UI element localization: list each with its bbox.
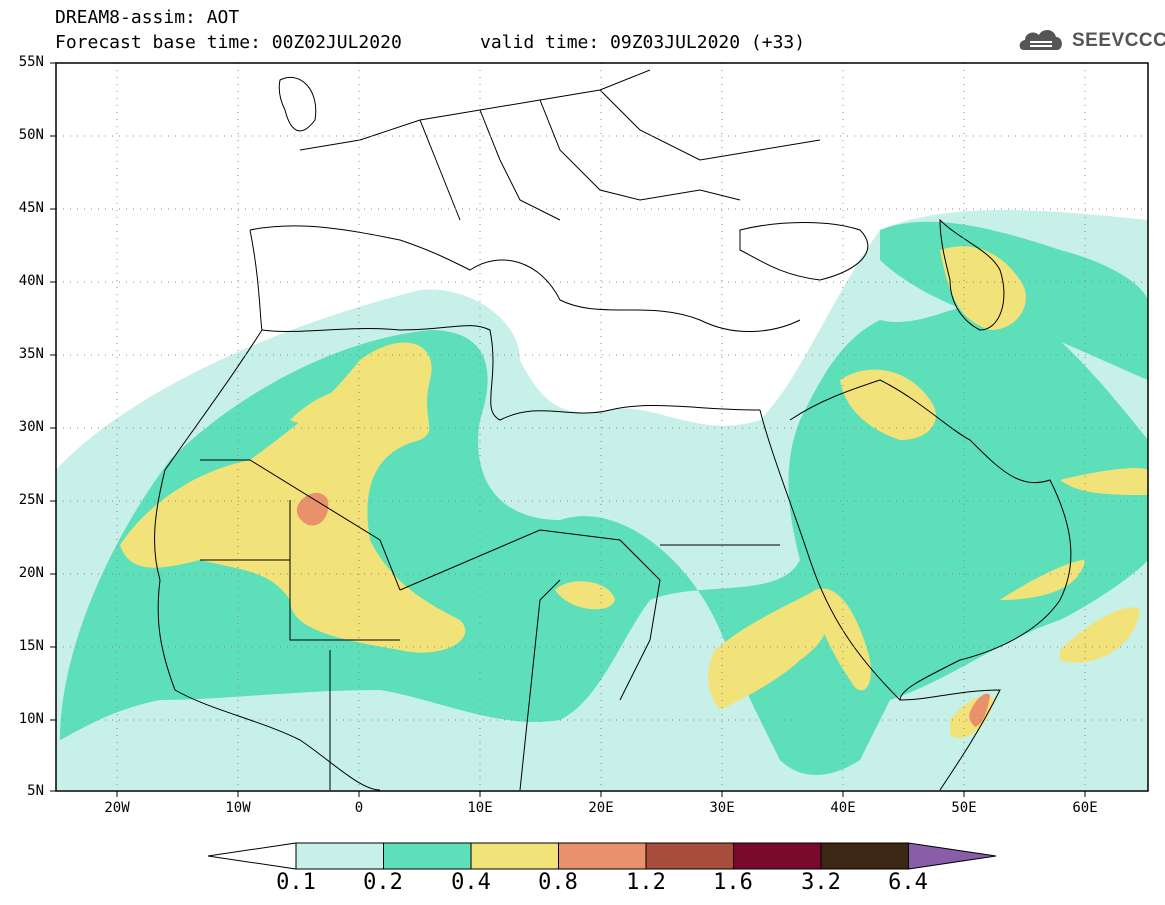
lat-label-50n: 50N <box>18 127 44 143</box>
colorbar-swatch-6 <box>820 842 909 870</box>
aot-band-0.4h <box>1000 560 1085 600</box>
coastline-europe <box>249 225 801 332</box>
colorbar-label-6: 3.2 <box>801 870 841 895</box>
coastline-black-sea <box>739 222 869 281</box>
lon-label-50e: 50E <box>951 800 977 816</box>
aot-band-0.4b <box>290 389 360 424</box>
colorbar-swatch-3 <box>558 842 647 870</box>
lon-label-10e: 10E <box>467 800 493 816</box>
aot-band-0.4c <box>555 581 615 610</box>
lat-label-10n: 10N <box>18 711 44 727</box>
lon-label-40e: 40E <box>830 800 856 816</box>
coastline-red-sea <box>759 409 1001 791</box>
colorbar-label-4: 1.2 <box>626 870 666 895</box>
lon-label-20e: 20E <box>588 800 614 816</box>
colorbar-label-3: 0.8 <box>538 870 578 895</box>
colorbar-label-7: 6.4 <box>888 870 928 895</box>
lat-label-25n: 25N <box>18 492 44 508</box>
valid-time: valid time: 09Z03JUL2020 (+33) <box>480 32 806 53</box>
lat-label-45n: 45N <box>18 200 44 216</box>
coastline-arabia <box>789 379 1072 701</box>
colorbar-swatch-5 <box>733 842 822 870</box>
colorbar-label-1: 0.2 <box>363 870 403 895</box>
aot-band-0.4g <box>940 246 1026 330</box>
lat-label-55n: 55N <box>18 54 44 70</box>
lat-label-15n: 15N <box>18 638 44 654</box>
forecast-base-time: Forecast base time: 00Z02JUL2020 <box>55 32 402 53</box>
aot-band-0.4e <box>815 588 871 691</box>
colorbar-swatch-1 <box>383 842 472 870</box>
border-europe <box>299 69 821 221</box>
axis-ticks <box>50 62 1086 797</box>
seevccc-logo: SEEVCCC <box>1072 30 1165 51</box>
colorbar-swatch-2 <box>470 842 559 870</box>
lon-label-30e: 30E <box>709 800 735 816</box>
map-frame <box>55 62 1149 792</box>
lat-label-40n: 40N <box>18 273 44 289</box>
coastline-north-africa <box>261 325 761 421</box>
aot-band-0.8b <box>969 693 990 727</box>
aot-band-0.4i <box>1060 607 1140 663</box>
colorbar-label-5: 1.6 <box>713 870 753 895</box>
colorbar <box>207 842 997 870</box>
lat-label-20n: 20N <box>18 565 44 581</box>
lat-label-35n: 35N <box>18 346 44 362</box>
lon-label-10w: 10W <box>225 800 251 816</box>
graticule <box>56 63 1148 790</box>
colorbar-label-2: 0.4 <box>451 870 491 895</box>
colorbar-label-0: 0.1 <box>276 870 316 895</box>
lon-label-60e: 60E <box>1072 800 1098 816</box>
lat-label-5n: 5N <box>27 783 44 799</box>
lat-label-30n: 30N <box>18 419 44 435</box>
aot-band-0.4d <box>708 590 830 710</box>
colorbar-swatch-0 <box>295 842 384 870</box>
aot-band-0.4k <box>1060 468 1148 495</box>
coastline-africa <box>154 329 381 791</box>
aot-band-0.4a <box>120 342 466 653</box>
colorbar-high-arrow <box>908 842 997 870</box>
lon-label-0: 0 <box>354 800 364 816</box>
colorbar-swatch-4 <box>645 842 734 870</box>
aot-band-0.4f <box>840 369 936 440</box>
title-line-1: DREAM8-assim: AOT <box>55 7 240 28</box>
aot-band-0.8a <box>296 492 329 526</box>
coastline-caspian <box>939 218 1005 331</box>
coastline-uk <box>278 76 317 132</box>
colorbar-low-arrow <box>207 842 297 870</box>
lon-label-20w: 20W <box>104 800 130 816</box>
cloud-icon <box>1019 29 1062 50</box>
